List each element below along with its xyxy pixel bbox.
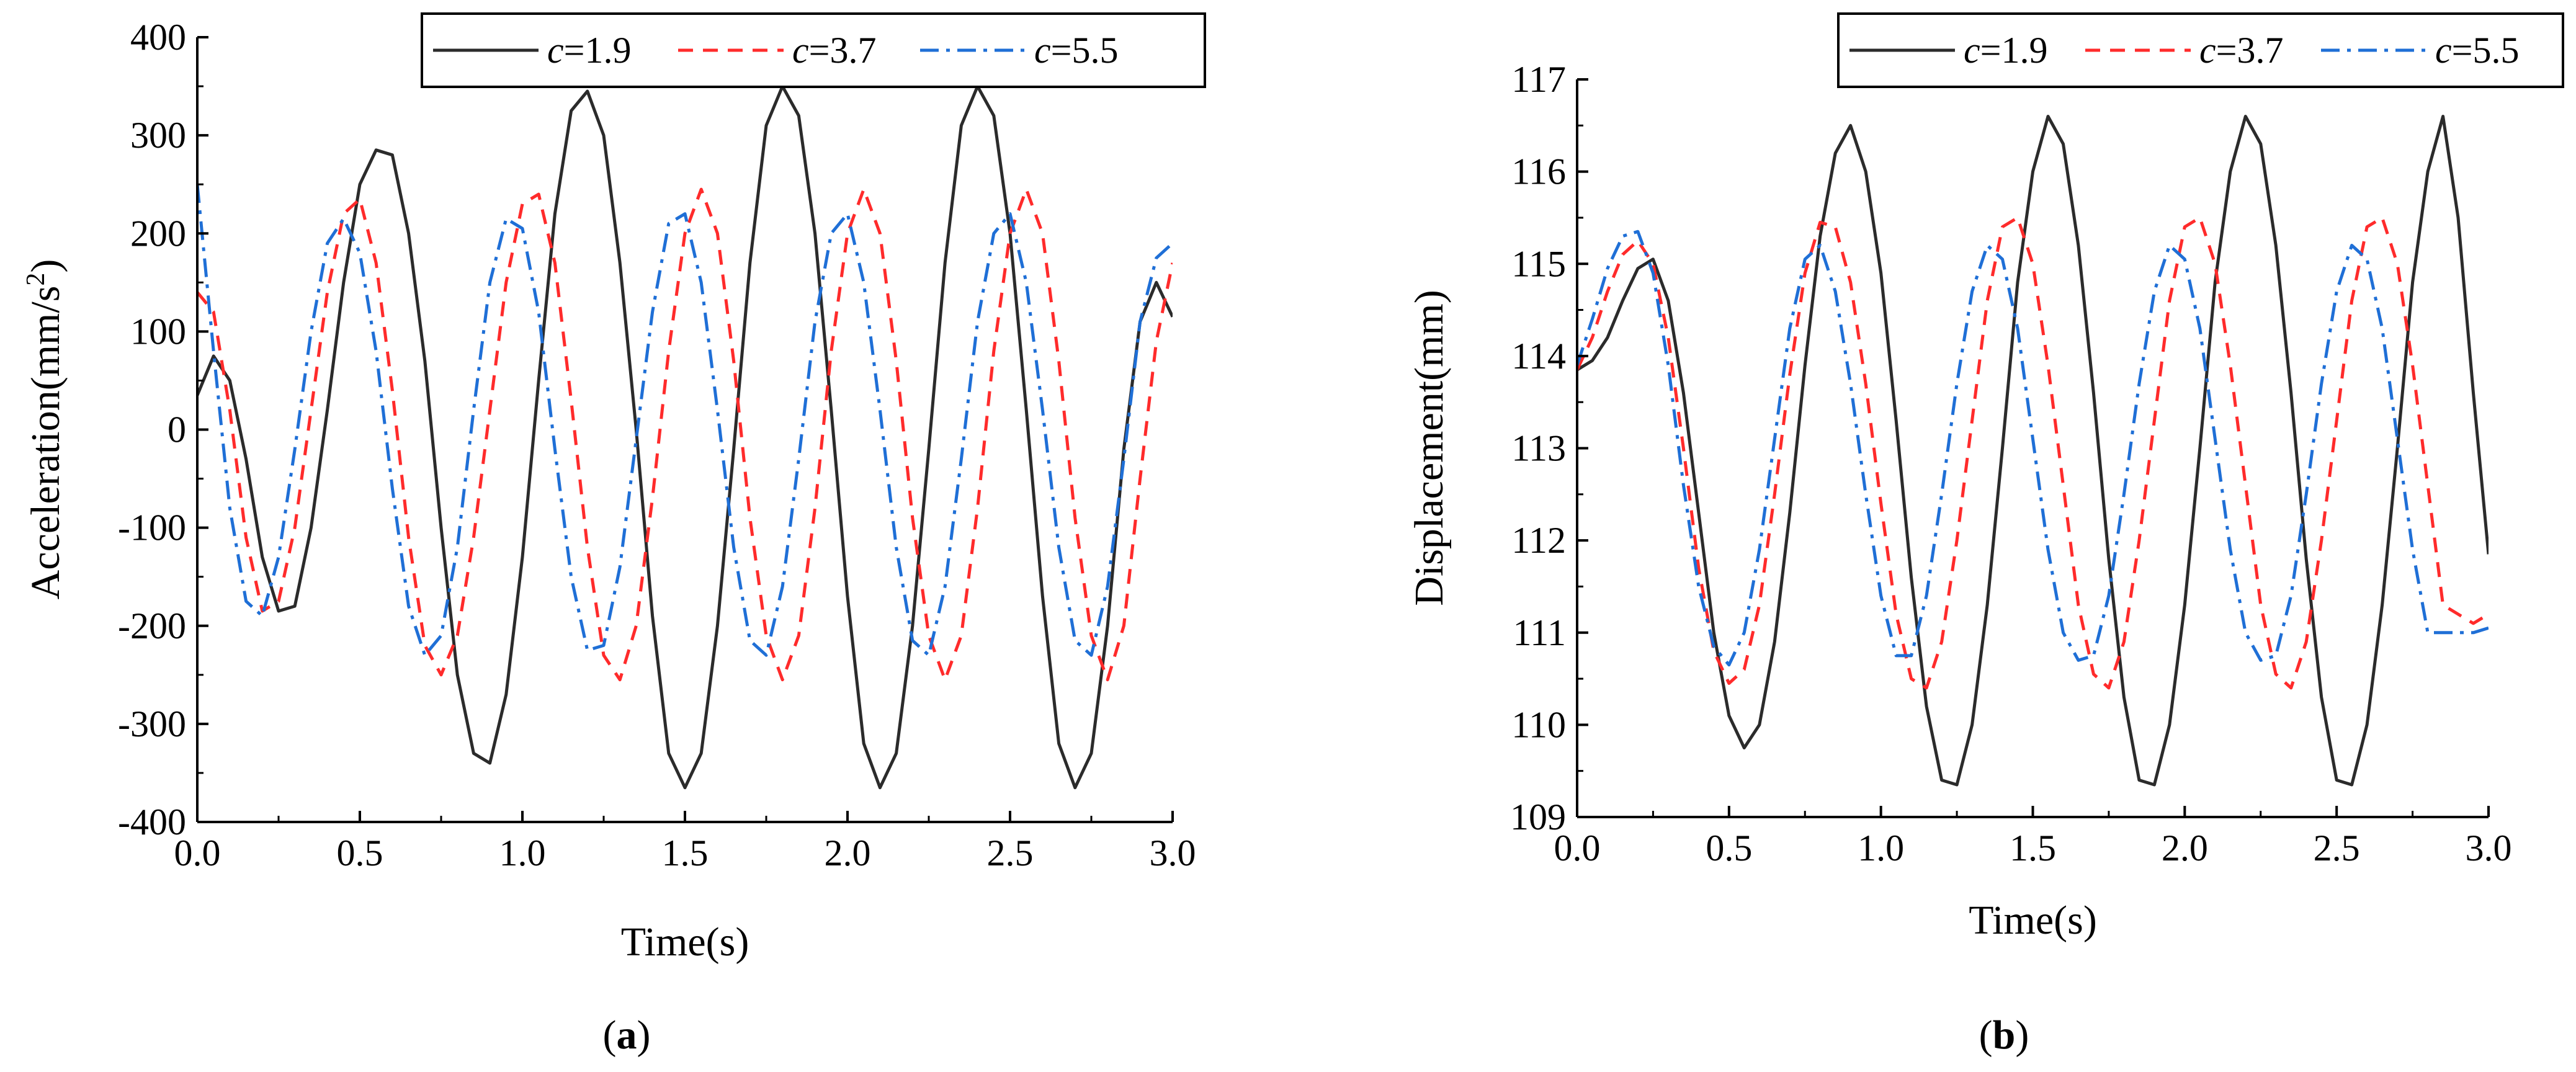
series-line-2 xyxy=(197,187,1173,682)
y-axis-label: Displacement(mm) xyxy=(1407,290,1452,606)
panel-label-b: (b) xyxy=(1979,1012,2029,1058)
legend-entry-3: c=5.5 xyxy=(1034,30,1118,71)
series-line-3 xyxy=(1577,230,2489,667)
y-tick-label: 200 xyxy=(130,213,186,254)
x-tick-label: 0.5 xyxy=(337,833,383,873)
y-tick-label: 0 xyxy=(168,409,186,450)
y-tick-label: -400 xyxy=(118,802,186,842)
y-tick-label: 100 xyxy=(130,311,186,352)
legend-entry-1: c=1.9 xyxy=(1964,30,2047,71)
legend-box xyxy=(1837,12,2564,88)
legend-entry-2: c=3.7 xyxy=(2199,30,2283,71)
y-tick-label: -200 xyxy=(118,605,186,646)
x-tick-label: 1.5 xyxy=(662,833,709,873)
y-tick-label: 115 xyxy=(1511,243,1566,284)
y-tick-label: 400 xyxy=(130,17,186,58)
y-tick-label: 112 xyxy=(1511,520,1566,561)
chart-acceleration: 0.0 0.5 1.0 1.5 2.0 2.5 3.0 -400 -300 -200 -100 0 10… xyxy=(22,12,1206,965)
x-tick-label: 2.0 xyxy=(2162,828,2208,869)
x-tick-label: 0.5 xyxy=(1706,828,1752,869)
x-axis-label: Time(s) xyxy=(1969,898,2097,943)
x-tick-label: 0.0 xyxy=(174,833,221,873)
y-tick-label: -300 xyxy=(118,704,186,744)
x-tick-label: 3.0 xyxy=(2466,828,2512,869)
y-tick-label: 109 xyxy=(1510,797,1566,838)
legend-entry-1: c=1.9 xyxy=(547,30,631,71)
y-tick-label: 110 xyxy=(1511,704,1566,745)
x-tick-label: 1.0 xyxy=(1858,828,1904,869)
y-axis-label: Acceleration(mm/s2) xyxy=(22,259,68,600)
y-tick-label: 300 xyxy=(130,115,186,156)
x-tick-label: 2.5 xyxy=(2314,828,2360,869)
x-tick-label: 3.0 xyxy=(1150,833,1196,873)
x-axis-label: Time(s) xyxy=(621,919,749,965)
x-tick-label: 0.0 xyxy=(1554,828,1601,869)
x-tick-label: 1.0 xyxy=(499,833,546,873)
series-line-1 xyxy=(197,84,1173,790)
y-tick-label: 114 xyxy=(1511,336,1566,377)
legend-entry-3: c=5.5 xyxy=(2435,30,2519,71)
legend-box xyxy=(421,12,1206,88)
series-line-3 xyxy=(197,184,1173,657)
y-tick-label: 111 xyxy=(1513,612,1566,653)
y-tick-label: 117 xyxy=(1511,59,1566,100)
series-line-2 xyxy=(1577,216,2489,690)
chart-displacement: 0.0 0.5 1.0 1.5 2.0 2.5 3.0 109 110 111 112 113 114 1… xyxy=(1407,12,2564,943)
x-tick-label: 2.5 xyxy=(987,833,1034,873)
y-tick-label: 113 xyxy=(1511,428,1566,469)
y-tick-label: 116 xyxy=(1511,151,1566,192)
series-line-1 xyxy=(1577,115,2489,787)
x-tick-label: 1.5 xyxy=(2010,828,2056,869)
x-tick-label: 2.0 xyxy=(825,833,871,873)
panel-label-a: (a) xyxy=(603,1012,651,1058)
y-tick-label: -100 xyxy=(118,507,186,548)
legend-entry-2: c=3.7 xyxy=(792,30,876,71)
